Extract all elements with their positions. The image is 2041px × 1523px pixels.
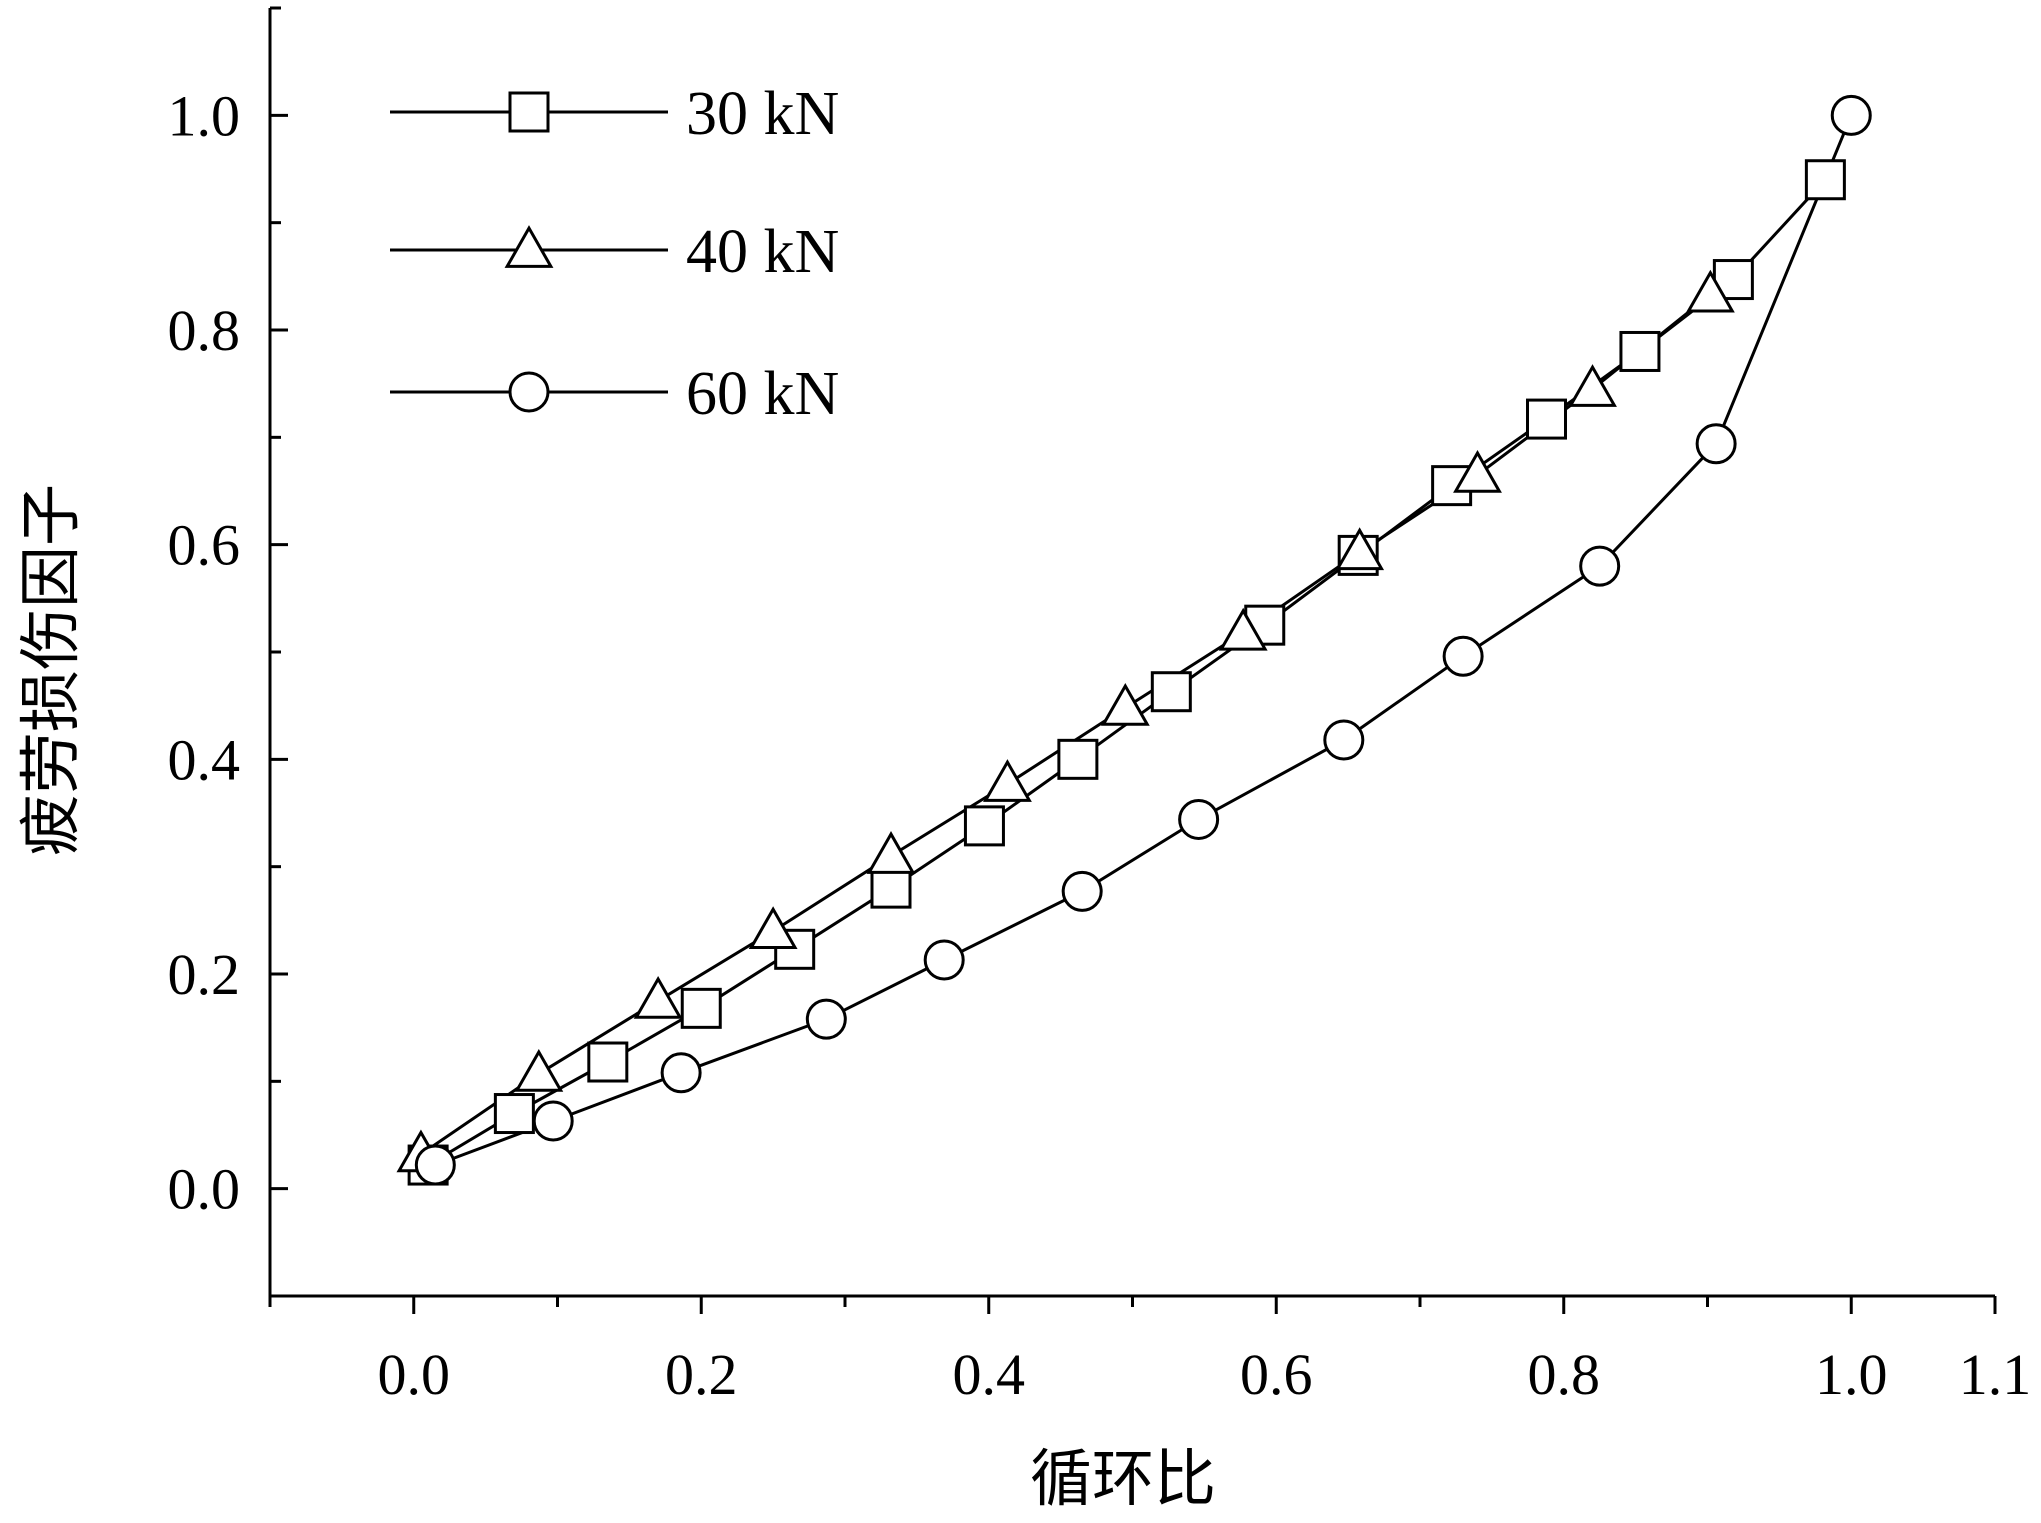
- series-markers: [396, 94, 1872, 1186]
- y-tick-label: 1.0: [168, 83, 241, 148]
- data-point-series-3: [1695, 423, 1737, 465]
- data-point-series-2: [1568, 364, 1617, 407]
- x-tick-label: 1.0: [1815, 1342, 1888, 1407]
- data-point-series-2: [514, 1048, 564, 1092]
- series-line-3: [434, 114, 1853, 1167]
- data-point-series-3: [1830, 94, 1872, 136]
- data-point-series-2: [1218, 607, 1268, 651]
- x-tick-label: 0.4: [953, 1342, 1026, 1407]
- legend-label: 60 kN: [686, 360, 839, 428]
- data-point-series-1: [587, 1041, 629, 1083]
- data-point-series-2: [1453, 450, 1502, 493]
- data-point-series-3: [805, 998, 847, 1040]
- y-tick-label: 0.6: [168, 513, 241, 578]
- y-tick-label: 0.4: [168, 727, 241, 792]
- legend-marker: [508, 91, 550, 133]
- data-point-series-1: [680, 987, 722, 1029]
- data-point-series-3: [660, 1052, 702, 1094]
- x-tick-label: 0.0: [378, 1342, 451, 1407]
- y-tick-label: 0.8: [168, 298, 241, 363]
- data-point-series-3: [923, 939, 965, 981]
- legend: 30 kN 40 kN 60 kN: [390, 80, 839, 428]
- data-point-series-1: [1619, 330, 1661, 372]
- x-tick-label: 0.8: [1528, 1342, 1601, 1407]
- data-point-series-1: [870, 867, 912, 909]
- data-point-series-1: [1057, 738, 1099, 780]
- data-point-series-2: [983, 759, 1032, 802]
- legend-marker: [504, 225, 554, 268]
- data-point-series-3: [532, 1100, 574, 1142]
- legend-marker: [508, 371, 550, 413]
- data-point-series-2: [1335, 527, 1385, 571]
- y-tick-label: 0.0: [168, 1157, 241, 1222]
- data-point-series-2: [1100, 682, 1150, 726]
- data-point-series-3: [1323, 719, 1365, 761]
- series-lines: [420, 114, 1853, 1167]
- x-tick-label: 1.1: [1959, 1342, 2032, 1407]
- data-point-series-2: [748, 906, 798, 949]
- data-point-series-3: [1579, 545, 1621, 587]
- data-point-series-2: [866, 831, 916, 874]
- data-point-series-1: [1150, 671, 1192, 713]
- x-axis-title: 循环比: [1030, 1442, 1216, 1515]
- y-axis-title: 疲劳损伤因子: [14, 484, 87, 856]
- y-tick-label: 0.2: [168, 942, 241, 1007]
- data-point-series-3: [1442, 635, 1484, 677]
- data-point-series-3: [1178, 798, 1220, 840]
- series-line-2: [420, 293, 1712, 1156]
- x-tick-label: 0.2: [665, 1342, 738, 1407]
- x-tick-label: 0.6: [1240, 1342, 1313, 1407]
- data-point-series-3: [1061, 870, 1103, 912]
- legend-label: 40 kN: [686, 218, 839, 286]
- data-point-series-2: [633, 975, 683, 1019]
- data-point-series-1: [963, 805, 1005, 847]
- data-point-series-1: [493, 1093, 535, 1135]
- data-point-series-2: [1685, 269, 1735, 313]
- data-point-series-1: [1526, 398, 1567, 440]
- data-point-series-3: [414, 1144, 456, 1186]
- legend-label: 30 kN: [686, 80, 839, 148]
- data-point-series-1: [1804, 159, 1846, 201]
- axes: 0.0 0.2 0.4 0.6 0.8 1.0 1.1 0.0 0.2 0.4 0.6 0.8 1.0: [168, 6, 2032, 1407]
